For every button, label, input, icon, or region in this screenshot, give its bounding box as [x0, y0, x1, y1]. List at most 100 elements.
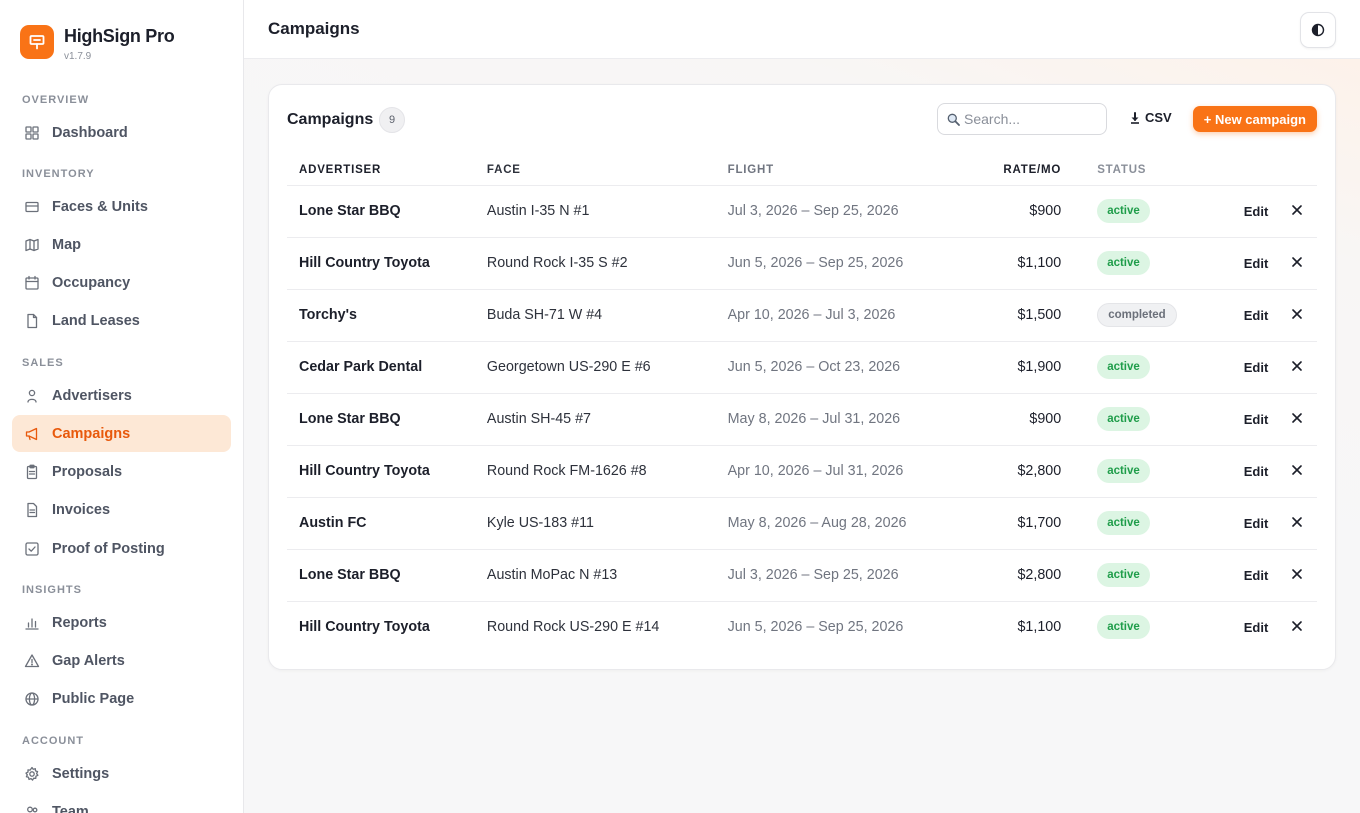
new-campaign-button[interactable]: + New campaign — [1192, 106, 1317, 132]
edit-button[interactable]: Edit — [1215, 393, 1277, 446]
cell-advertiser: Torchy's — [287, 289, 475, 342]
contrast-icon — [1311, 23, 1325, 37]
delete-button[interactable] — [1276, 393, 1317, 446]
edit-button[interactable]: Edit — [1215, 289, 1277, 342]
sidebar-item-invoices[interactable]: Invoices — [12, 492, 231, 529]
table-row[interactable]: Lone Star BBQ Austin SH-45 #7 May 8, 2026 … — [287, 393, 1317, 446]
table-row[interactable]: Lone Star BBQ Austin I-35 N #1 Jul 3, 2026… — [287, 185, 1317, 238]
cell-advertiser: Lone Star BBQ — [287, 185, 475, 238]
csv-export-button[interactable]: CSV — [1129, 110, 1172, 125]
cell-status: active — [1073, 445, 1216, 498]
delete-button[interactable] — [1276, 497, 1317, 550]
cell-status: active — [1073, 497, 1216, 550]
status-badge: active — [1097, 459, 1150, 483]
sidebar-item-label: Team — [52, 803, 89, 813]
cell-advertiser: Hill Country Toyota — [299, 619, 430, 636]
sidebar-item-gap-alerts[interactable]: Gap Alerts — [12, 642, 231, 679]
edit-button[interactable]: Edit — [1243, 619, 1269, 635]
table-row[interactable]: Austin FC Kyle US-183 #11 May 8, 2026 – Au… — [287, 497, 1317, 550]
edit-button[interactable]: Edit — [1215, 549, 1277, 602]
close-icon — [1291, 569, 1302, 579]
sidebar-item-campaigns[interactable]: Campaigns — [12, 415, 231, 453]
cell-rate: $900 — [930, 185, 1074, 238]
sidebar-item-team[interactable]: Team — [12, 793, 231, 813]
close-icon — [1291, 361, 1302, 371]
cell-flight: Jun 5, 2026 – Oct 23, 2026 — [715, 341, 931, 394]
cell-advertiser: Hill Country Toyota — [287, 237, 475, 290]
sidebar-item-label: Proof of Posting — [52, 540, 165, 557]
map-icon — [24, 237, 40, 253]
edit-button[interactable]: Edit — [1215, 445, 1277, 498]
status-badge: active — [1097, 615, 1150, 640]
table-row[interactable]: Torchy's Buda SH-71 W #4 Apr 10, 2026 – Ju… — [287, 289, 1317, 342]
clipboard-icon — [24, 464, 40, 480]
sidebar-item-advertisers[interactable]: Advertisers — [12, 377, 231, 414]
sidebar-item-occupancy[interactable]: Occupancy — [12, 265, 231, 302]
sidebar-item-land-leases[interactable]: Land Leases — [12, 303, 231, 340]
cell-rate: $2,800 — [930, 445, 1074, 498]
status-badge: active — [1097, 355, 1150, 379]
delete-button[interactable] — [1276, 289, 1317, 342]
table-row[interactable]: Hill Country Toyota Round Rock I-35 S #2 J… — [287, 237, 1317, 290]
brand-logo-icon — [20, 25, 54, 59]
sidebar-item-proof-of-posting[interactable]: Proof of Posting — [12, 530, 231, 567]
cell-face: Round Rock FM-1626 #8 — [474, 445, 716, 498]
search-icon — [947, 113, 960, 126]
close-icon — [1291, 517, 1302, 527]
theme-toggle-button[interactable] — [1300, 12, 1336, 48]
edit-button[interactable]: Edit — [1215, 237, 1277, 290]
cell-flight: Apr 10, 2026 – Jul 3, 2026 — [715, 289, 931, 342]
search-field[interactable] — [937, 103, 1107, 135]
table-row[interactable]: Hill Country Toyota Round Rock US-290 E #… — [287, 601, 1317, 653]
sidebar-item-reports[interactable]: Reports — [12, 604, 231, 641]
status-badge: completed — [1097, 303, 1177, 327]
alert-icon — [24, 653, 40, 669]
edit-button[interactable]: Edit — [1215, 497, 1277, 550]
brand: HighSign Pro v1.7.9 — [0, 0, 243, 86]
sidebar: HighSign Pro v1.7.9 Overview Dashboard Inv… — [0, 0, 244, 813]
table-row[interactable]: Lone Star BBQ Austin MoPac N #13 Jul 3, 20… — [287, 549, 1317, 602]
app-name: HighSign Pro — [64, 26, 175, 46]
cell-rate: $1,100 — [930, 237, 1074, 290]
cell-advertiser: Lone Star BBQ — [287, 549, 475, 602]
sidebar-item-label: Public Page — [52, 691, 135, 708]
cell-rate: $2,800 — [930, 549, 1074, 602]
cell-advertiser: Austin FC — [287, 497, 475, 550]
table-row[interactable]: Cedar Park Dental Georgetown US-290 E #6 J… — [287, 341, 1317, 394]
sidebar-item-faces-units[interactable]: Faces & Units — [12, 188, 231, 225]
sidebar-item-dashboard[interactable]: Dashboard — [12, 114, 231, 151]
sidebar-item-proposals[interactable]: Proposals — [12, 454, 231, 491]
table-row[interactable]: Hill Country Toyota Round Rock FM-1626 #8… — [287, 445, 1317, 498]
edit-button[interactable]: Edit — [1215, 185, 1277, 238]
campaigns-card: Campaigns 9 CSV + New campaign — [268, 84, 1336, 670]
delete-button[interactable] — [1276, 445, 1317, 498]
column-header-face[interactable]: Face — [474, 155, 716, 186]
column-header-advertiser[interactable]: Advertiser — [287, 155, 475, 186]
sidebar-item-label: Invoices — [52, 502, 111, 519]
sidebar-item-label: Dashboard — [52, 124, 128, 141]
column-header-status[interactable]: Status — [1073, 155, 1216, 186]
cell-face: Austin MoPac N #13 — [474, 549, 716, 602]
column-header-rate[interactable]: Rate/mo — [930, 155, 1074, 186]
search-input[interactable] — [964, 111, 1094, 127]
delete-button[interactable] — [1276, 601, 1317, 653]
delete-button[interactable] — [1276, 549, 1317, 602]
sidebar-item-settings[interactable]: Settings — [12, 755, 231, 792]
delete-button[interactable] — [1276, 185, 1317, 238]
sidebar-item-public-page[interactable]: Public Page — [12, 681, 231, 718]
cell-face: Georgetown US-290 E #6 — [474, 341, 716, 394]
delete-button[interactable] — [1276, 341, 1317, 394]
bar-chart-icon — [24, 615, 40, 631]
sidebar-item-map[interactable]: Map — [12, 226, 231, 263]
status-badge: active — [1097, 251, 1150, 275]
edit-button[interactable]: Edit — [1215, 341, 1277, 394]
calendar-icon — [24, 275, 40, 291]
topbar: Campaigns — [244, 0, 1360, 59]
sidebar-section-overview: Overview — [22, 94, 90, 106]
sidebar-item-label: Settings — [52, 765, 110, 782]
delete-button[interactable] — [1276, 237, 1317, 290]
cell-face: Austin SH-45 #7 — [474, 393, 716, 446]
column-header-delete — [1276, 155, 1317, 186]
column-header-flight[interactable]: Flight — [715, 155, 931, 186]
cell-rate: $1,900 — [930, 341, 1074, 394]
